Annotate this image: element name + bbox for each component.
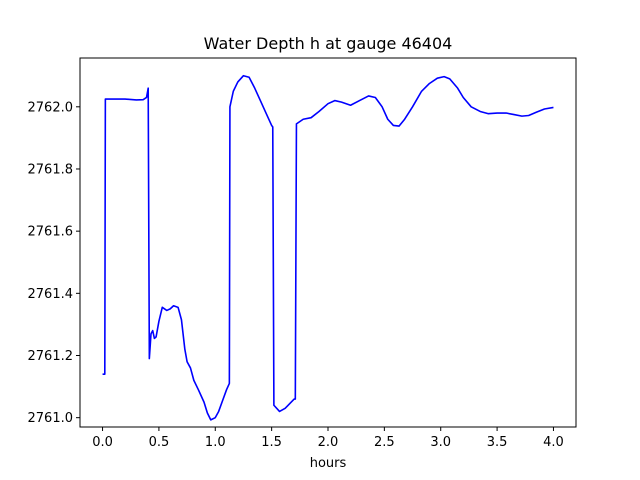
x-tick-label: 3.5: [487, 435, 508, 450]
x-tick-label: 0.0: [92, 435, 113, 450]
x-tick-label: 1.5: [261, 435, 282, 450]
x-tick-label: 0.5: [149, 435, 170, 450]
y-tick-label: 2761.4: [28, 287, 74, 302]
x-tick-label: 1.0: [205, 435, 226, 450]
series-line-0: [102, 74, 554, 421]
x-axis-label: hours: [310, 456, 347, 471]
y-tick-label: 2761.2: [28, 349, 74, 364]
x-tick-label: 4.0: [543, 435, 564, 450]
chart-title: Water Depth h at gauge 46404: [204, 34, 453, 53]
y-tick-label: 2761.8: [28, 162, 74, 177]
plot-layer: [102, 74, 554, 421]
x-axis: 0.0 0.5 1.0 1.5 2.0 2.5 3.0 3.5 4.0: [92, 427, 564, 450]
y-tick-label: 2761.0: [28, 411, 74, 426]
x-tick-label: 2.0: [318, 435, 339, 450]
x-tick-label: 2.5: [374, 435, 395, 450]
y-tick-label: 2762.0: [28, 100, 74, 115]
y-axis: 2761.0 2761.2 2761.4 2761.6 2761.8 2762.0: [28, 100, 80, 426]
x-tick-label: 3.0: [430, 435, 451, 450]
y-tick-label: 2761.6: [28, 225, 74, 240]
